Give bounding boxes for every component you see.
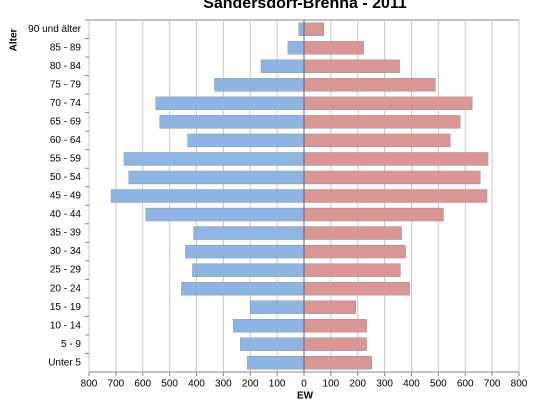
bar	[303, 263, 401, 277]
y-tick-label: 45 - 49	[50, 191, 82, 202]
x-tick-label: 300	[215, 379, 232, 390]
bar	[303, 78, 436, 92]
bar	[287, 41, 305, 55]
bar	[298, 22, 305, 36]
x-tick-label: 800	[511, 379, 528, 390]
x-tick-label: 0	[301, 379, 307, 390]
bar	[250, 300, 305, 314]
x-tick-label: 400	[403, 379, 420, 390]
y-tick-label: 40 - 44	[50, 209, 82, 220]
bar	[155, 96, 305, 111]
bar	[159, 115, 305, 129]
x-tick-label: 500	[161, 379, 178, 390]
bar	[303, 170, 481, 185]
bar	[303, 133, 451, 148]
bar	[185, 244, 305, 259]
bar	[123, 152, 305, 166]
bar	[303, 115, 461, 129]
bar	[193, 226, 305, 240]
bar	[303, 59, 400, 73]
bar	[303, 226, 402, 240]
bar	[214, 78, 305, 92]
y-tick-label: 25 - 29	[50, 265, 82, 276]
bar	[145, 207, 305, 222]
y-tick-label: 90 und älter	[28, 24, 81, 35]
y-tick-label: 10 - 14	[50, 320, 82, 331]
x-tick-label: 800	[81, 379, 98, 390]
y-tick-label: 55 - 59	[50, 154, 82, 165]
bar	[303, 189, 488, 203]
bar	[303, 22, 325, 36]
x-tick-label: 200	[349, 379, 366, 390]
y-tick-label: 30 - 34	[50, 246, 82, 257]
bar	[260, 59, 305, 73]
y-tick-label: 15 - 19	[50, 302, 82, 313]
bar	[303, 152, 489, 166]
y-axis-label: Alter	[9, 29, 20, 52]
bar	[303, 300, 357, 314]
bar	[128, 170, 305, 185]
y-tick-label: 5 - 9	[61, 339, 81, 350]
bar	[247, 356, 305, 370]
bar	[303, 337, 367, 351]
y-tick-label: 70 - 74	[50, 98, 82, 109]
bar	[303, 41, 364, 55]
x-tick-label: 600	[134, 379, 151, 390]
bar	[303, 281, 410, 296]
x-tick-label: 600	[457, 379, 474, 390]
y-tick-label: 65 - 69	[50, 117, 82, 128]
x-tick-label: 200	[242, 379, 259, 390]
bar	[303, 356, 372, 370]
x-tick-label: 700	[484, 379, 501, 390]
x-tick-label: 300	[376, 379, 393, 390]
bar	[233, 319, 305, 333]
chart-title: Sandersdorf-Brehna - 2011	[203, 0, 407, 12]
y-tick-label: 60 - 64	[50, 135, 82, 146]
x-axis-label: EW	[297, 391, 314, 400]
y-tick-label: 80 - 84	[50, 61, 82, 72]
y-tick-label: 50 - 54	[50, 172, 82, 183]
x-tick-label: 400	[188, 379, 205, 390]
y-tick-label: 85 - 89	[50, 42, 82, 53]
bar	[192, 263, 305, 277]
bar	[240, 337, 305, 351]
y-tick-label: 20 - 24	[50, 283, 82, 294]
bar	[110, 189, 305, 203]
y-tick-label: 75 - 79	[50, 79, 82, 90]
x-tick-label: 100	[323, 379, 340, 390]
x-tick-label: 500	[430, 379, 447, 390]
bar	[303, 319, 367, 333]
bar	[303, 207, 444, 222]
y-tick-label: Unter 5	[48, 357, 81, 368]
bar	[303, 96, 473, 111]
bar	[303, 244, 406, 259]
bar	[181, 281, 305, 296]
y-tick-label: 35 - 39	[50, 228, 82, 239]
x-tick-label: 100	[269, 379, 286, 390]
bar	[187, 133, 305, 148]
x-tick-label: 700	[108, 379, 125, 390]
